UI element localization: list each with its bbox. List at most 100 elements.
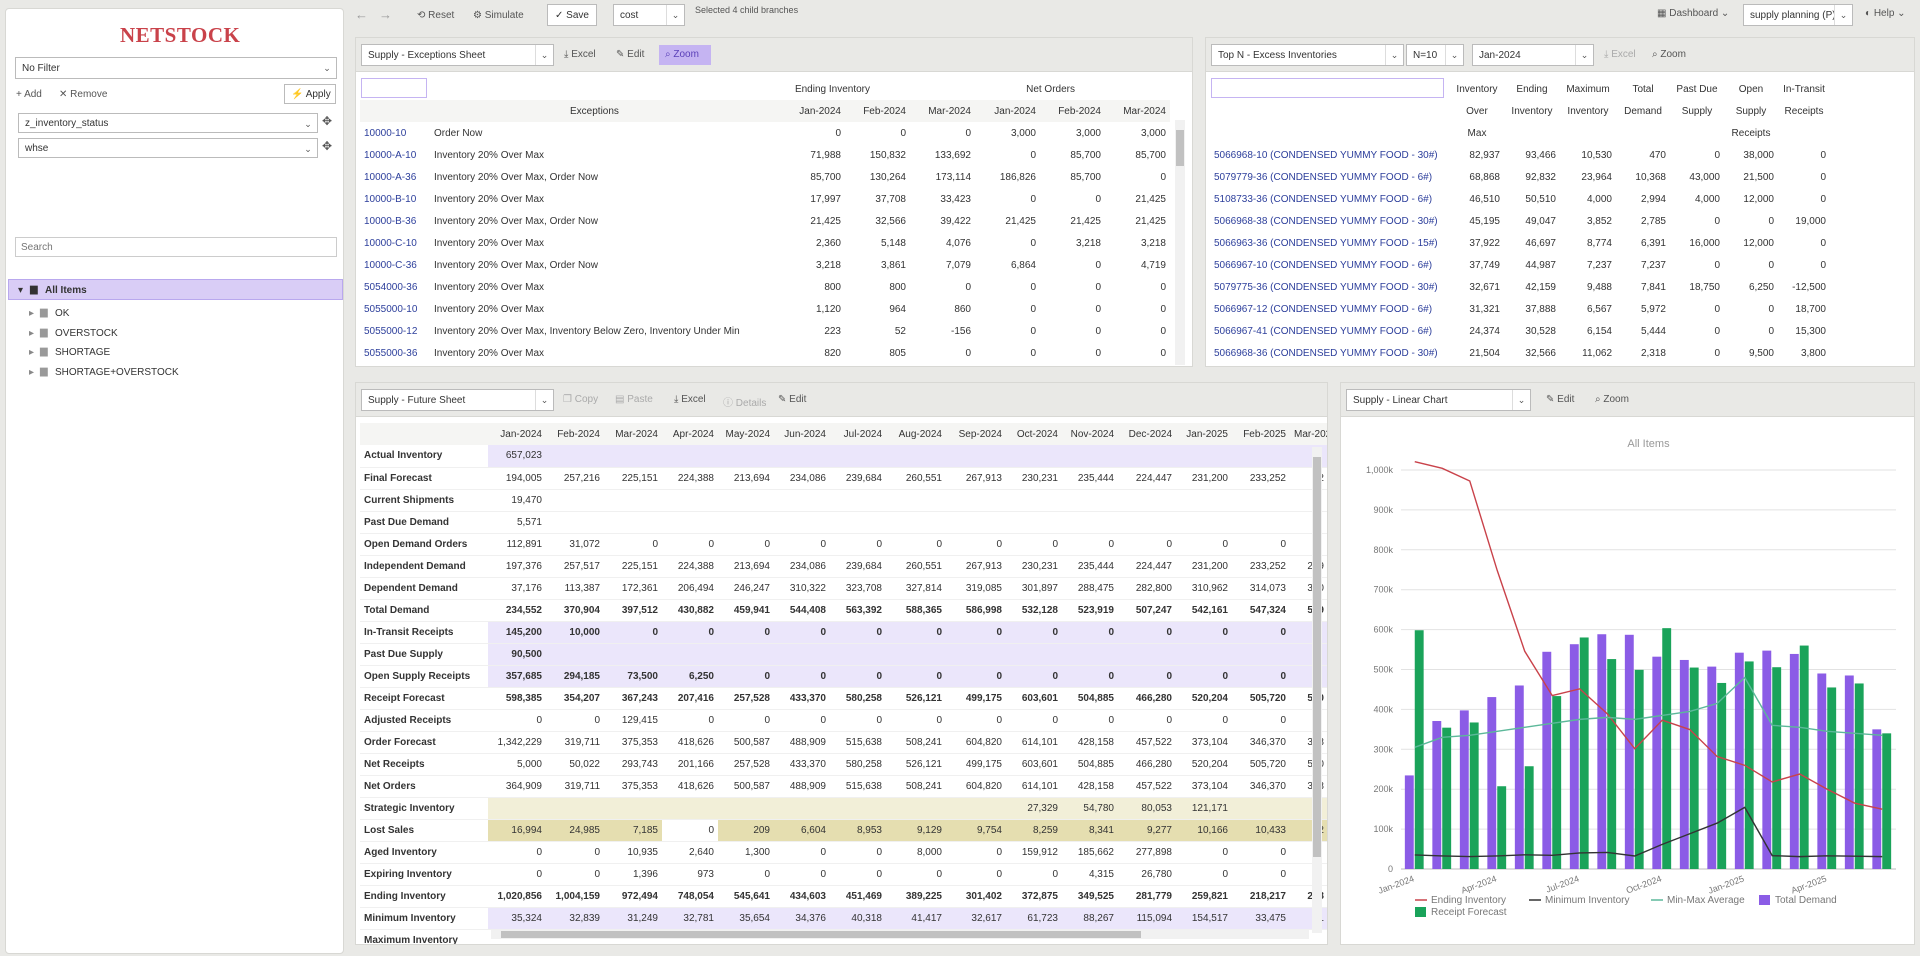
item-code-link[interactable]: 5054000-36: [364, 281, 418, 293]
table-row[interactable]: Receipt Forecast 598,385 354,207 367,243 207…: [360, 687, 1327, 710]
tree-item-shortage[interactable]: ▸ ▆ SHORTAGE: [29, 346, 111, 358]
table-row[interactable]: 5055000-36 Inventory 20% Over Max 820 805 0 0…: [360, 342, 1170, 364]
table-row[interactable]: Final Forecast 194,005 257,216 225,151 224,3…: [360, 467, 1327, 490]
exceptions-sheet-select[interactable]: Supply - Exceptions Sheet ⌄: [361, 44, 554, 66]
item-link[interactable]: 5066967-12 (CONDENSED YUMMY FOOD - 6#): [1214, 303, 1433, 315]
column-header[interactable]: Maximum: [1566, 83, 1610, 95]
topn-sheet-select[interactable]: Top N - Excess Inventories ⌄: [1211, 44, 1404, 66]
column-header[interactable]: Mar-2024: [928, 105, 971, 117]
column-header[interactable]: Over: [1466, 105, 1488, 117]
column-header[interactable]: Inventory: [1456, 83, 1498, 95]
table-row[interactable]: Expiring Inventory 0 0 1,396 973 0 0 0 0 0 0 4,315 2…: [360, 863, 1327, 886]
help-menu[interactable]: ◐ Help ⌄: [1865, 8, 1906, 19]
column-header[interactable]: Feb-2025: [1243, 428, 1286, 440]
cost-select[interactable]: cost ⌄: [613, 4, 685, 26]
column-header[interactable]: Max: [1467, 127, 1487, 139]
simulate-button[interactable]: ⚙ Simulate: [473, 10, 524, 21]
scroll-thumb[interactable]: [1313, 457, 1321, 857]
paste-button[interactable]: ▤ Paste: [615, 394, 653, 405]
exceptions-column-header[interactable]: Exceptions: [570, 105, 619, 117]
column-header[interactable]: Aug-2024: [898, 428, 942, 440]
table-row[interactable]: 5066967-12 (CONDENSED YUMMY FOOD - 6#) 31…: [1210, 298, 1830, 320]
table-row[interactable]: Minimum Inventory 35,324 32,839 31,249 32,78…: [360, 907, 1327, 930]
table-row[interactable]: Ending Inventory 1,020,856 1,004,159 972,49…: [360, 885, 1327, 908]
future-vertical-scrollbar[interactable]: [1312, 447, 1322, 933]
apply-button[interactable]: ⚡ Apply: [284, 84, 336, 104]
item-code-link[interactable]: 10000-B-10: [364, 193, 417, 205]
table-row[interactable]: Aged Inventory 0 0 10,935 2,640 1,300 0 0 8,000 0…: [360, 841, 1327, 864]
table-row[interactable]: Order Forecast 1,342,229 319,711 375,353 418…: [360, 731, 1327, 754]
move-icon[interactable]: ✥: [322, 114, 333, 128]
column-header[interactable]: Jan-2024: [500, 428, 542, 440]
column-header[interactable]: In-Transit: [1783, 83, 1825, 95]
table-row[interactable]: Lost Sales 16,994 24,985 7,185 0 209 6,604 8,95…: [360, 819, 1327, 842]
table-row[interactable]: Past Due Demand 5,571: [360, 511, 1327, 534]
excel-button[interactable]: ⤓ Excel: [674, 394, 706, 405]
future-sheet-select[interactable]: Supply - Future Sheet ⌄: [361, 389, 554, 411]
item-link[interactable]: 5079775-36 (CONDENSED YUMMY FOOD - 30#): [1214, 281, 1438, 293]
planning-select[interactable]: supply planning (P) ⌄: [1743, 4, 1853, 26]
item-link[interactable]: 5066968-10 (CONDENSED YUMMY FOOD - 30#): [1214, 149, 1438, 161]
column-header[interactable]: Receipts: [1731, 127, 1771, 139]
zoom-button[interactable]: ⌕ Zoom: [659, 45, 711, 65]
item-link[interactable]: 5066963-36 (CONDENSED YUMMY FOOD - 15#): [1214, 237, 1438, 249]
edit-button[interactable]: ✎ Edit: [1546, 394, 1575, 405]
table-row[interactable]: Strategic Inventory 27,329 54,780 80,053 121…: [360, 797, 1327, 820]
remove-filter-button[interactable]: ✕ Remove: [59, 89, 108, 100]
filter-select[interactable]: No Filter ⌄: [15, 57, 337, 79]
column-header[interactable]: Feb-2024: [1058, 105, 1101, 117]
copy-button[interactable]: ❐ Copy: [563, 394, 599, 405]
column-header[interactable]: Oct-2024: [1016, 428, 1058, 440]
tree-item-ok[interactable]: ▸ ▆ OK: [29, 307, 70, 319]
save-button[interactable]: ✓ Save: [547, 4, 597, 26]
future-horizontal-scrollbar[interactable]: [491, 930, 1309, 939]
row-header-filter-box[interactable]: [1211, 78, 1444, 98]
table-row[interactable]: 5108733-36 (CONDENSED YUMMY FOOD - 6#) 46…: [1210, 188, 1830, 210]
column-header[interactable]: Mar-2024: [1123, 105, 1166, 117]
zoom-button[interactable]: ⌕ Zoom: [1652, 49, 1686, 60]
item-link[interactable]: 5066967-41 (CONDENSED YUMMY FOOD - 6#): [1214, 325, 1433, 337]
column-header[interactable]: Jan-2025: [1186, 428, 1228, 440]
column-header[interactable]: Supply: [1681, 105, 1713, 117]
column-header[interactable]: Jun-2024: [784, 428, 826, 440]
reset-button[interactable]: ⟲ Reset: [417, 10, 455, 21]
item-link[interactable]: 5066967-10 (CONDENSED YUMMY FOOD - 6#): [1214, 259, 1433, 271]
table-row[interactable]: 5066963-36 (CONDENSED YUMMY FOOD - 15#) 3…: [1210, 232, 1830, 254]
collapsed-triangle-icon[interactable]: ▸: [29, 347, 35, 358]
table-row[interactable]: 5066968-36 (CONDENSED YUMMY FOOD - 30#) 2…: [1210, 342, 1830, 364]
scroll-thumb[interactable]: [1176, 130, 1184, 166]
table-row[interactable]: 5066967-10 (CONDENSED YUMMY FOOD - 6#) 37…: [1210, 254, 1830, 276]
item-link[interactable]: 5066968-36 (CONDENSED YUMMY FOOD - 30#): [1214, 347, 1438, 359]
column-header[interactable]: Supply: [1735, 105, 1767, 117]
table-row[interactable]: 5079779-36 (CONDENSED YUMMY FOOD - 6#) 68…: [1210, 166, 1830, 188]
table-row[interactable]: 10000-A-36 Inventory 20% Over Max, Order …: [360, 166, 1170, 188]
column-header[interactable]: Dec-2024: [1128, 428, 1172, 440]
column-header[interactable]: Jul-2024: [843, 428, 882, 440]
table-row[interactable]: 10000-B-10 Inventory 20% Over Max 17,997 37…: [360, 188, 1170, 210]
table-row[interactable]: Open Demand Orders 112,891 31,072 0 0 0 0 0 0 0 0 0…: [360, 533, 1327, 556]
table-row[interactable]: 5055000-10 Inventory 20% Over Max 1,120 964…: [360, 298, 1170, 320]
table-row[interactable]: 5066968-38 (CONDENSED YUMMY FOOD - 30#) 4…: [1210, 210, 1830, 232]
column-header[interactable]: May-2024: [725, 428, 770, 440]
tree-root-all-items[interactable]: ▾ ▆ All Items: [8, 279, 343, 300]
column-header[interactable]: Inventory: [1567, 105, 1609, 117]
column-header[interactable]: Mar-202: [1294, 428, 1328, 440]
column-header[interactable]: [1778, 122, 1830, 144]
chart-sheet-select[interactable]: Supply - Linear Chart ⌄: [1346, 389, 1531, 411]
column-header[interactable]: Demand: [1624, 105, 1662, 117]
column-header[interactable]: Nov-2024: [1070, 428, 1114, 440]
item-code-link[interactable]: 10000-B-36: [364, 215, 417, 227]
item-link[interactable]: 5108733-36 (CONDENSED YUMMY FOOD - 6#): [1214, 193, 1433, 205]
forward-arrow-icon[interactable]: →: [379, 7, 392, 22]
item-code-link[interactable]: 5055000-12: [364, 325, 418, 337]
excel-button[interactable]: ⤓ Excel: [1604, 49, 1636, 60]
expand-triangle-icon[interactable]: ▾: [18, 285, 24, 296]
row-header-filter-box[interactable]: [361, 78, 427, 98]
collapsed-triangle-icon[interactable]: ▸: [29, 328, 35, 339]
column-header[interactable]: Jan-2024: [994, 105, 1036, 117]
column-header[interactable]: Feb-2024: [557, 428, 600, 440]
table-row[interactable]: 10000-A-10 Inventory 20% Over Max 71,988 15…: [360, 144, 1170, 166]
item-code-link[interactable]: 10000-A-36: [364, 171, 417, 183]
table-row[interactable]: Adjusted Receipts 0 0 129,415 0 0 0 0 0 0 0 0 0 0 0: [360, 709, 1327, 732]
column-header[interactable]: Apr-2024: [672, 428, 714, 440]
